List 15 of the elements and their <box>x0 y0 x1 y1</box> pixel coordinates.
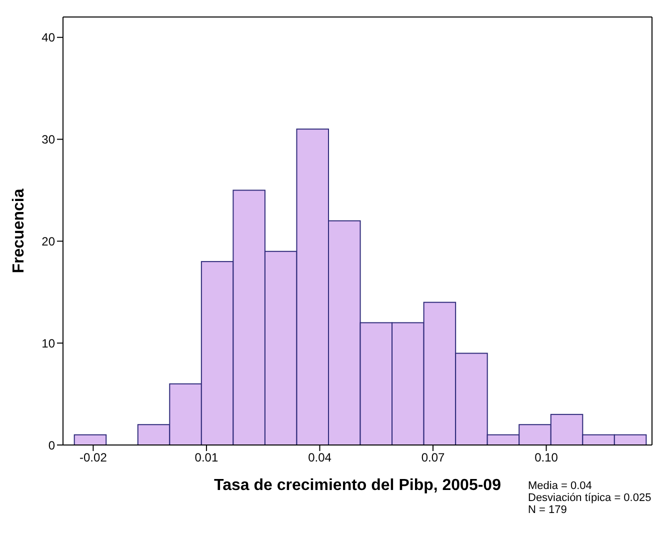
y-tick-label: 30 <box>42 132 56 147</box>
y-tick-label: 20 <box>42 234 56 248</box>
x-tick-label: 0.01 <box>194 450 218 465</box>
x-axis-title: Tasa de crecimiento del Pibp, 2005-09 <box>214 477 502 494</box>
y-tick-label: 40 <box>42 30 56 45</box>
y-tick-label: 10 <box>42 336 56 350</box>
x-tick-label: 0.04 <box>308 450 332 465</box>
text: Media = 0.04 <box>528 480 593 492</box>
text: N = 179 <box>528 504 568 516</box>
text: Desviación típica = 0.025 <box>528 492 652 504</box>
x-tick-label: -0.02 <box>80 450 108 465</box>
y-axis-title: Frecuencia <box>10 188 28 274</box>
x-tick-label: 0.07 <box>421 450 446 465</box>
y-tick-label: 0 <box>48 438 56 452</box>
x-tick-label: 0.10 <box>534 450 558 465</box>
